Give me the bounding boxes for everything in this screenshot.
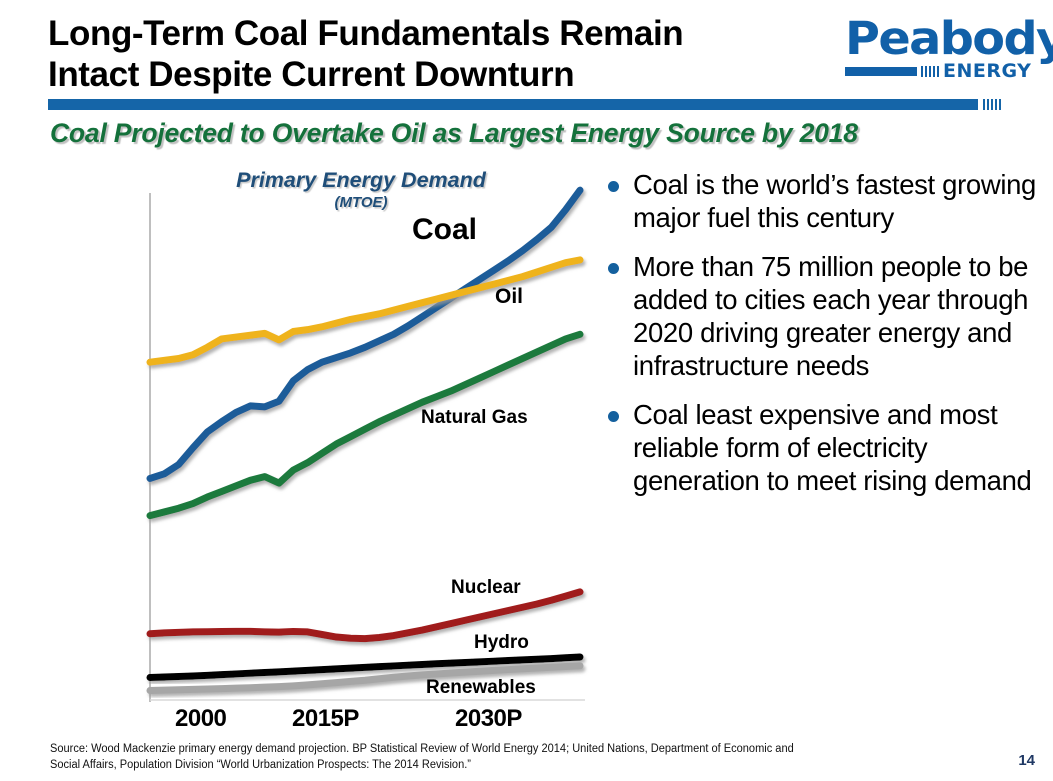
chart-line-natural-gas [146, 330, 584, 520]
chart-plot-area [146, 186, 585, 702]
page-title-line1: Long-Term Coal Fundamentals Remain [48, 14, 684, 53]
chart-series-label-natural-gas: Natural Gas [421, 407, 528, 428]
chart-line-renewables [146, 662, 584, 694]
page-number: 14 [1018, 752, 1035, 769]
peabody-energy-logo: Peabody ENERGY [845, 16, 1053, 98]
x-axis-tick-label: 2030P [455, 705, 522, 732]
x-axis-tick-label: 2000 [175, 705, 227, 732]
bullet-text: More than 75 million people to be added … [633, 251, 1029, 381]
logo-tagline: ENERGY [943, 60, 1032, 82]
logo-wordmark: Peabody [845, 12, 1053, 65]
chart-series-label-renewables: Renewables [426, 677, 536, 698]
page-title: Long-Term Coal Fundamentals Remain Intac… [48, 14, 808, 95]
chart-series-label-coal: Coal [412, 213, 478, 246]
chart-subtitle: (MTOE) [334, 194, 388, 211]
x-axis-tick-label: 2015P [292, 705, 359, 732]
logo-ticks-icon [921, 65, 939, 77]
logo-tagline-row: ENERGY [845, 60, 1041, 82]
bullet-dot-icon [608, 181, 619, 192]
chart-series-label-oil: Oil [495, 285, 524, 308]
source-note: Source: Wood Mackenzie primary energy de… [50, 742, 914, 774]
bullet-item: More than 75 million people to be added … [608, 250, 1038, 382]
logo-bar [845, 66, 917, 76]
bullet-list: Coal is the world’s fastest growing majo… [608, 168, 1038, 513]
page-subtitle: Coal Projected to Overtake Oil as Larges… [50, 118, 858, 148]
chart-line-oil [146, 256, 584, 366]
chart-series-label-nuclear: Nuclear [451, 577, 521, 598]
source-note-line1: Source: Wood Mackenzie primary energy de… [50, 743, 794, 755]
header-divider-bar [48, 99, 978, 110]
source-note-line2: Social Affairs, Population Division “Wor… [50, 758, 471, 771]
page-title-line2: Intact Despite Current Downturn [48, 54, 575, 94]
header-divider-ticks-icon [983, 99, 1001, 110]
bullet-dot-icon [608, 263, 619, 274]
bullet-item: Coal least expensive and most reliable f… [608, 398, 1038, 497]
bullet-dot-icon [608, 411, 619, 422]
chart-series-label-hydro: Hydro [474, 632, 529, 653]
chart-line-coal [146, 186, 584, 482]
bullet-text: Coal is the world’s fastest growing majo… [633, 169, 1036, 233]
bullet-text: Coal least expensive and most reliable f… [633, 399, 1032, 496]
primary-energy-demand-chart: Primary Energy Demand (MTOE) 5,0004,0003… [0, 160, 600, 735]
header-divider [48, 99, 1001, 110]
chart-title: Primary Energy Demand [236, 168, 486, 192]
chart-line-nuclear [146, 588, 584, 643]
bullet-item: Coal is the world’s fastest growing majo… [608, 168, 1038, 234]
chart-line-hydro [146, 653, 584, 681]
